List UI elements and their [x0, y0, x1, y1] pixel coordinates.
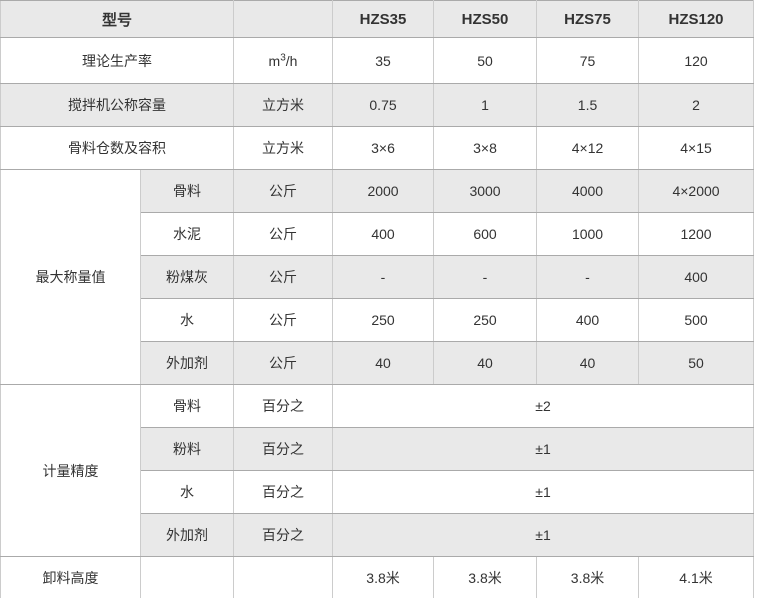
row-label-mixer-capacity: 搅拌机公称容量: [0, 83, 235, 127]
row-label-production-rate: 理论生产率: [0, 37, 235, 84]
unit-cell: 百分之: [233, 427, 334, 471]
table-row: 计量精度 骨料 百分之 ±2: [0, 384, 755, 557]
table-row: 卸料高度 3.8米 3.8米 3.8米 4.1米: [0, 556, 755, 598]
value-cell: 3.8米: [332, 556, 435, 598]
row-label-aggregate-bins: 骨料仓数及容积: [0, 126, 235, 170]
col-header-hzs120: HZS120: [638, 0, 755, 38]
value-cell: 3.8米: [433, 556, 538, 598]
unit-cell-production-rate: m3/h: [233, 37, 334, 84]
sub-label-cell: 外加剂: [139, 341, 235, 385]
value-cell-spanned: ±2: [332, 384, 755, 428]
table-row: 理论生产率 m3/h 35 50 75 120: [0, 37, 755, 84]
sub-label-cell: 骨料: [139, 384, 235, 428]
sub-label-cell: 水: [139, 298, 235, 342]
value-cell: 250: [433, 298, 538, 342]
value-cell: 35: [332, 37, 435, 84]
sub-label-cell: 水: [139, 470, 235, 514]
col-header-hzs50: HZS50: [433, 0, 538, 38]
value-cell: -: [332, 255, 435, 299]
unit-cell: 公斤: [233, 255, 334, 299]
sub-label-cell: 粉煤灰: [139, 255, 235, 299]
value-cell: -: [433, 255, 538, 299]
sub-label-cell: 骨料: [139, 169, 235, 213]
value-cell: 40: [536, 341, 640, 385]
value-cell-spanned: ±1: [332, 513, 755, 557]
value-cell: 75: [536, 37, 640, 84]
value-cell: 2: [638, 83, 755, 127]
value-cell: 1000: [536, 212, 640, 256]
table-row: 外加剂 百分之 ±1: [1, 513, 755, 557]
value-cell: 4.1米: [638, 556, 755, 598]
value-cell: 3×6: [332, 126, 435, 170]
value-cell: 400: [332, 212, 435, 256]
value-cell: 0.75: [332, 83, 435, 127]
value-cell: 4×12: [536, 126, 640, 170]
sub-label-cell: 水泥: [139, 212, 235, 256]
value-cell: 50: [433, 37, 538, 84]
col-header-hzs35: HZS35: [332, 0, 435, 38]
empty-sub-cell: [139, 556, 235, 598]
value-cell: 1200: [638, 212, 755, 256]
model-column-header: 型号: [0, 0, 235, 38]
value-cell: 400: [638, 255, 755, 299]
table-row: 水泥 公斤 400 600 1000 1200: [1, 212, 755, 256]
table-row: 粉料 百分之 ±1: [1, 427, 755, 471]
unit-cell: 百分之: [233, 384, 334, 428]
value-cell: 4000: [536, 169, 640, 213]
value-cell: 2000: [332, 169, 435, 213]
value-cell: 4×2000: [638, 169, 755, 213]
unit-base: m: [268, 52, 281, 69]
table-row: 水 百分之 ±1: [1, 470, 755, 514]
value-cell: -: [536, 255, 640, 299]
unit-cell: 公斤: [233, 341, 334, 385]
table-row: 搅拌机公称容量 立方米 0.75 1 1.5 2: [0, 83, 755, 127]
value-cell: 1.5: [536, 83, 640, 127]
value-cell: 3×8: [433, 126, 538, 170]
empty-unit-cell: [233, 556, 334, 598]
value-cell: 50: [638, 341, 755, 385]
value-cell: 120: [638, 37, 755, 84]
sub-label-cell: 外加剂: [139, 513, 235, 557]
value-cell: 250: [332, 298, 435, 342]
sub-label-cell: 粉料: [139, 427, 235, 471]
unit-cell: 百分之: [233, 513, 334, 557]
unit-cell: 公斤: [233, 169, 334, 213]
unit-column-header: [233, 0, 334, 38]
unit-superscript: 3: [280, 51, 286, 63]
section-label-max-weighing: 最大称量值: [0, 169, 141, 385]
table-row: 粉煤灰 公斤 - - - 400: [1, 255, 755, 299]
unit-rest: /h: [285, 52, 298, 69]
value-cell: 400: [536, 298, 640, 342]
value-cell-spanned: ±1: [332, 470, 755, 514]
value-cell-spanned: ±1: [332, 427, 755, 471]
value-cell: 3000: [433, 169, 538, 213]
unit-cell: 公斤: [233, 212, 334, 256]
value-cell: 40: [332, 341, 435, 385]
unit-cell: 百分之: [233, 470, 334, 514]
value-cell: 500: [638, 298, 755, 342]
col-header-hzs75: HZS75: [536, 0, 640, 38]
table-row: 最大称量值 骨料 公斤 2000 3000 4000 4×2000: [0, 169, 755, 385]
row-label-discharge-height: 卸料高度: [0, 556, 141, 598]
unit-cell: 立方米: [233, 126, 334, 170]
table-header-row: 型号 HZS35 HZS50 HZS75 HZS120: [0, 0, 755, 38]
unit-cell: 立方米: [233, 83, 334, 127]
table-row: 骨料仓数及容积 立方米 3×6 3×8 4×12 4×15: [0, 126, 755, 170]
value-cell: 1: [433, 83, 538, 127]
value-cell: 600: [433, 212, 538, 256]
section-label-accuracy: 计量精度: [0, 384, 141, 557]
value-cell: 40: [433, 341, 538, 385]
value-cell: 3.8米: [536, 556, 640, 598]
value-cell: 4×15: [638, 126, 755, 170]
table-row: 水 公斤 250 250 400 500: [1, 298, 755, 342]
unit-cell: 公斤: [233, 298, 334, 342]
table-row: 外加剂 公斤 40 40 40 50: [1, 341, 755, 385]
